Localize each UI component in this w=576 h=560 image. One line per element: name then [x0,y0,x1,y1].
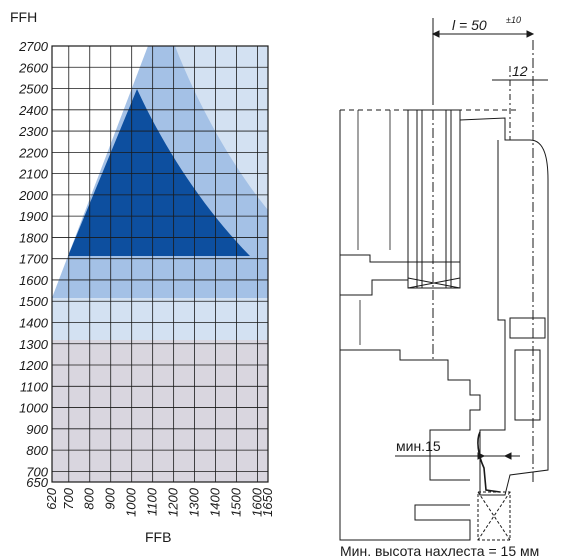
y-tick-label: 1900 [19,209,49,224]
y-tick-label: 2000 [18,188,49,203]
gasket [477,431,501,493]
fixing-cross [477,491,511,541]
overlap-caption: Мин. высота нахлеста = 15 мм [340,543,539,559]
dim-l-label: l = 50 [452,17,487,33]
x-tick-label: 1100 [145,487,160,516]
dim-l-tolerance: ±10 [506,15,521,25]
min-overlap-label: мин.15 [396,438,441,454]
dim-arrow-icon [526,30,535,38]
x-axis-label: FFB [145,529,171,545]
y-tick-label: 650 [26,475,48,490]
y-tick-label: 1700 [19,252,49,267]
y-tick-label: 2700 [18,39,49,54]
x-tick-label: 1300 [187,487,202,517]
x-tick-label: 1650 [260,487,275,517]
dim-arrow-icon [431,30,440,38]
y-tick-labels: 2700 2600 2500 2400 2300 2200 2100 2000 1900 1800… [18,39,49,490]
y-tick-label: 1300 [19,337,49,352]
x-tick-label: 900 [103,487,118,509]
spacer-hatch [407,277,461,289]
wall-outline [339,110,481,541]
glazing-spacer [407,261,461,289]
y-tick-label: 1400 [19,315,49,330]
size-range-chart: FFH 2700 2600 2500 2400 2300 2200 2100 2000 1900… [10,9,275,545]
x-tick-label: 1000 [124,487,139,517]
y-tick-label: 2600 [18,60,49,75]
wall-shading [357,110,391,345]
glazing-unit [407,109,461,289]
y-tick-label: 2500 [18,82,49,97]
y-tick-label: 2100 [18,167,49,182]
y-tick-label: 2300 [18,124,49,139]
y-tick-label: 1500 [19,294,49,309]
y-tick-label: 1000 [19,401,49,416]
fixing-cross [477,491,511,541]
y-tick-label: 800 [26,443,48,458]
x-tick-label: 800 [82,487,97,509]
light-blue-band [52,298,268,340]
sash-profile-inner [509,317,546,421]
y-tick-label: 1200 [19,358,49,373]
dark-blue-zone [68,89,250,256]
y-tick-label: 900 [26,422,48,437]
min-dim-arrow-icon [503,452,512,460]
section-drawing: l = 50 ±10 12 мин.15 [339,15,549,559]
x-tick-label: 1400 [208,487,223,517]
y-tick-label: 1100 [20,379,49,394]
x-tick-label: 1500 [229,487,244,517]
sash-profile [459,117,549,496]
y-tick-label: 1600 [19,273,49,288]
x-tick-label: 620 [44,487,59,509]
y-tick-label: 1800 [19,230,49,245]
x-tick-labels: 620 700 800 900 1000 1100 1200 1300 1400 1500 1600… [44,487,275,517]
y-tick-label: 2400 [18,103,49,118]
grey-zone [52,340,268,482]
min-dim-arrow-icon [477,452,486,460]
y-axis-label: FFH [10,9,37,25]
y-tick-label: 2200 [18,145,49,160]
fixing-box [477,491,511,541]
x-tick-label: 1600 [250,487,265,517]
chart-border [51,45,269,483]
chart-grid [51,45,269,483]
x-tick-label: 700 [61,487,76,509]
dim-12-label: 12 [512,63,528,79]
x-tick-label: 1200 [166,487,181,517]
y-tick-label: 700 [26,464,48,479]
